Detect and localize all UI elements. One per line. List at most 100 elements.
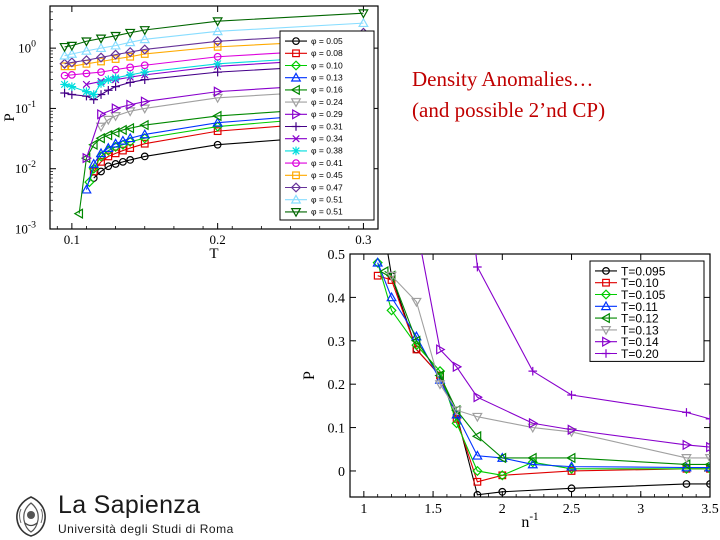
data-point: [528, 366, 538, 376]
data-point: [81, 37, 92, 47]
data-point: [386, 270, 396, 282]
legend-marker: [292, 37, 300, 45]
data-point: [118, 157, 127, 166]
data-point: [84, 176, 95, 188]
data-point: [111, 55, 120, 63]
legend-marker: [290, 98, 302, 108]
data-point: [140, 50, 149, 58]
data-point: [212, 110, 222, 122]
data-point: [124, 132, 136, 143]
data-point: [97, 108, 107, 120]
legend-marker: [602, 336, 612, 348]
data-point: [372, 257, 384, 267]
data-point: [82, 80, 91, 89]
data-point: [125, 78, 135, 87]
x-tick-label: 3.5: [701, 502, 719, 517]
data-point: [706, 441, 710, 453]
data-point: [473, 391, 483, 403]
data-point: [140, 96, 151, 107]
series-line: [421, 254, 710, 448]
data-point: [140, 61, 149, 70]
data-point: [497, 470, 508, 481]
data-point: [705, 414, 710, 424]
data-point: [139, 26, 151, 36]
legend-box: [589, 260, 705, 362]
data-point: [213, 42, 222, 51]
data-point: [379, 266, 389, 277]
data-point: [67, 90, 77, 99]
data-point: [97, 57, 105, 66]
data-point: [682, 408, 691, 417]
legend-label: φ = 0.16: [311, 85, 343, 95]
data-point: [411, 297, 422, 308]
logo-subtitle: Università degli Studi di Roma: [58, 522, 234, 536]
data-point: [213, 67, 222, 77]
legend-label: φ = 0.05: [311, 36, 343, 46]
legend-marker: [290, 208, 302, 218]
data-point: [117, 135, 129, 145]
legend-label: φ = 0.31: [311, 121, 343, 131]
data-point: [358, 9, 369, 19]
data-point: [66, 57, 78, 68]
x-tick-label: 1.5: [424, 502, 442, 517]
data-point: [67, 82, 77, 91]
x-tick-label: 3: [637, 502, 644, 517]
data-point: [95, 52, 107, 63]
data-point: [212, 121, 223, 132]
series-line: [93, 119, 364, 172]
data-point: [473, 490, 482, 497]
data-point: [472, 465, 483, 477]
data-point: [682, 439, 692, 451]
y-axis-label: P: [301, 371, 318, 380]
data-point: [110, 40, 121, 50]
data-point: [60, 80, 69, 89]
x-tick-label: 0.2: [210, 232, 226, 247]
series-line: [100, 88, 364, 127]
data-point: [95, 34, 107, 44]
legend-marker: [290, 182, 302, 193]
legend-label: φ = 0.24: [311, 97, 343, 107]
y-tick-label: 10-3: [15, 220, 36, 237]
legend-marker: [292, 171, 300, 180]
data-point: [110, 49, 121, 60]
legend-marker: [290, 72, 302, 82]
data-point: [451, 404, 461, 416]
data-point: [95, 147, 107, 158]
data-point: [496, 452, 507, 464]
data-point: [96, 90, 106, 99]
data-point: [124, 36, 136, 47]
data-point: [567, 424, 578, 436]
legend-label: φ = 0.08: [311, 48, 343, 58]
data-point: [212, 17, 223, 27]
data-point: [566, 461, 577, 471]
legend-label: φ = 0.38: [311, 146, 343, 156]
data-point: [386, 271, 397, 282]
series-line: [64, 12, 364, 48]
legend-label: T=0.11: [621, 300, 658, 314]
data-point: [104, 162, 113, 171]
data-point: [213, 127, 222, 136]
data-point: [706, 480, 710, 488]
data-point: [89, 90, 99, 99]
data-point: [117, 139, 129, 150]
data-point: [528, 417, 539, 429]
data-point: [527, 423, 539, 434]
series-line: [377, 262, 710, 476]
data-point: [82, 69, 91, 78]
data-point: [567, 390, 576, 400]
data-point: [88, 139, 98, 151]
legend-marker: [600, 312, 610, 324]
legend-marker: [291, 146, 301, 156]
data-point: [139, 133, 150, 144]
series-line: [387, 254, 710, 496]
data-point: [140, 67, 150, 77]
heading-line-1: Density Anomalies…: [412, 67, 594, 91]
x-tick-label: 2: [499, 502, 506, 517]
data-point: [124, 122, 135, 134]
data-point: [527, 452, 537, 464]
legend-marker: [600, 325, 612, 336]
data-point: [372, 257, 383, 268]
legend-marker: [292, 159, 300, 168]
legend-marker: [290, 60, 302, 71]
series-line: [64, 47, 364, 77]
